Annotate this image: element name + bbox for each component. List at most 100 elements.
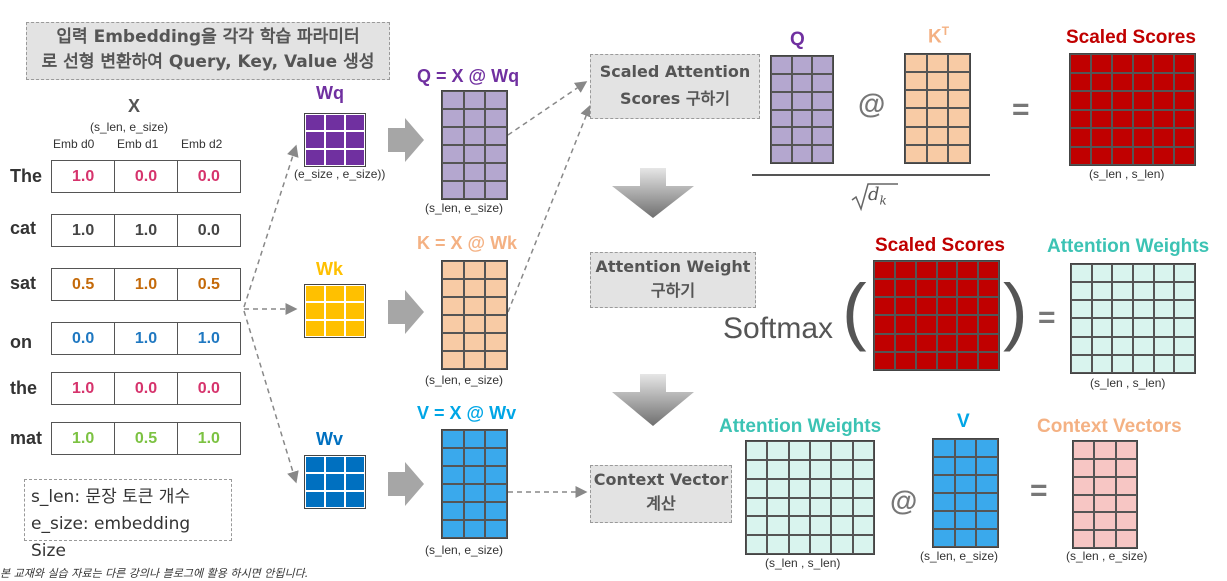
matrix-cell [812, 109, 833, 128]
matrix-cell [305, 456, 325, 474]
matrix-cell [1070, 146, 1091, 165]
matrix-cell [442, 279, 464, 297]
matrix-cell [954, 493, 977, 511]
matrix-cell [957, 297, 979, 316]
step-context-line2: 계산 [646, 494, 676, 513]
matrix-cell [905, 72, 927, 91]
matrix-cell [810, 441, 832, 460]
matrix-cell [874, 261, 895, 280]
matrix-cell [345, 302, 365, 320]
matrix-cell [1132, 72, 1154, 91]
f1-result-label: Scaled Scores [1066, 27, 1196, 48]
legend-slen: s_len: 문장 토큰 개수 [31, 487, 191, 507]
matrix-cell [788, 497, 810, 517]
matrix-cell [874, 297, 895, 316]
matrix-cell [463, 430, 486, 448]
matrix-cell [810, 478, 832, 498]
f1-q-matrix [770, 55, 834, 164]
wq-shape: (e_size , e_size)) [294, 167, 386, 181]
matrix-cell [1094, 458, 1116, 477]
matrix-cell [305, 473, 325, 491]
embedding-cell: 1.0 [51, 160, 116, 193]
q-formula: Q = X @ Wq [417, 66, 520, 86]
matrix-cell [978, 315, 999, 334]
matrix-cell [442, 91, 464, 109]
embedding-row: 0.0 1.0 1.0 [51, 322, 241, 355]
matrix-cell [1111, 91, 1133, 110]
wv-label: Wv [316, 429, 343, 449]
matrix-cell [1174, 300, 1195, 319]
matrix-cell [1174, 72, 1195, 91]
sqrt-symbol [851, 183, 898, 212]
matrix-cell [325, 473, 345, 491]
matrix-cell [442, 297, 464, 315]
matrix-cell [957, 315, 979, 334]
matrix-cell [933, 475, 955, 493]
matrix-cell [442, 484, 464, 502]
f1-k-label: KT [928, 24, 949, 48]
f3-at: @ [890, 485, 918, 516]
f3-result-shape: (s_len , e_size) [1066, 549, 1148, 563]
matrix-cell [915, 297, 937, 316]
matrix-cell [915, 351, 937, 370]
matrix-cell [442, 261, 464, 279]
matrix-cell [905, 144, 927, 163]
matrix-cell [485, 502, 507, 520]
matrix-cell [831, 441, 853, 460]
embedding-row: 1.0 1.0 0.0 [51, 214, 241, 247]
matrix-cell [810, 516, 832, 536]
step-scaled-line2: Scores 구하기 [620, 89, 730, 108]
matrix-cell [1071, 264, 1092, 283]
matrix-cell [1090, 91, 1112, 110]
matrix-cell [1091, 336, 1113, 355]
matrix-cell [767, 516, 789, 536]
matrix-cell [485, 484, 507, 502]
matrix-cell [791, 145, 813, 163]
matrix-cell [1071, 282, 1092, 301]
matrix-cell [1094, 512, 1116, 531]
matrix-cell [325, 302, 345, 320]
matrix-cell [1091, 300, 1113, 319]
matrix-cell [1090, 72, 1112, 91]
f1-kt-matrix [904, 53, 971, 164]
matrix-cell [957, 351, 979, 370]
matrix-cell [771, 56, 792, 74]
matrix-cell [1153, 264, 1175, 283]
f2-result-label: Attention Weights [1047, 236, 1210, 257]
matrix-cell [791, 56, 813, 74]
matrix-cell [442, 520, 464, 538]
matrix-cell [812, 56, 833, 74]
matrix-cell [954, 457, 977, 475]
matrix-cell [485, 279, 507, 297]
wq-matrix [304, 113, 366, 167]
f3-attention-weights-matrix [745, 440, 875, 555]
matrix-cell [345, 473, 365, 491]
matrix-cell [976, 511, 998, 529]
matrix-cell [771, 145, 792, 163]
matrix-cell [894, 279, 916, 298]
matrix-cell [305, 302, 325, 320]
matrix-cell [874, 333, 895, 352]
matrix-cell [812, 91, 833, 110]
matrix-cell [1115, 458, 1137, 477]
matrix-cell [791, 127, 813, 146]
f3-v-matrix [932, 438, 999, 548]
matrix-cell [463, 109, 486, 127]
matrix-cell [788, 459, 810, 479]
matrix-cell [788, 535, 810, 554]
matrix-cell [936, 297, 958, 316]
matrix-cell [831, 478, 853, 498]
matrix-cell [345, 285, 365, 303]
f1-equals: = [1012, 93, 1030, 126]
matrix-cell [933, 529, 955, 547]
f3-v-shape: (s_len, e_size) [920, 549, 999, 563]
matrix-cell [345, 114, 365, 132]
matrix-cell [1111, 54, 1133, 73]
matrix-cell [746, 535, 768, 554]
matrix-cell [1132, 128, 1154, 147]
matrix-cell [1071, 318, 1092, 337]
k-matrix [441, 260, 508, 370]
matrix-cell [1115, 512, 1137, 531]
token-label: sat [10, 273, 37, 293]
matrix-cell [852, 441, 874, 460]
